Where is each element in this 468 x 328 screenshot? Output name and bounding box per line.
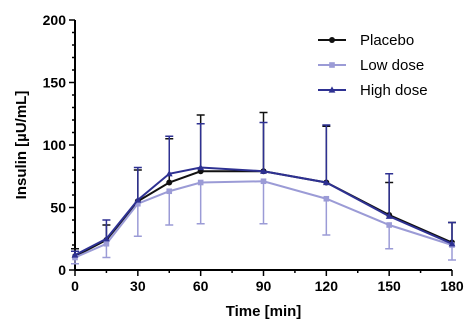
data-point	[103, 235, 110, 242]
legend-item: High dose	[318, 82, 428, 99]
x-tick-label: 90	[256, 278, 272, 294]
y-tick-label: 100	[43, 137, 67, 153]
data-point	[165, 170, 173, 177]
legend-marker	[329, 37, 335, 43]
y-tick-label: 0	[58, 262, 66, 278]
legend-item: Low dose	[318, 57, 424, 74]
y-tick-label: 150	[43, 75, 67, 91]
axes: 0 50 100 150 200 0 30 60 90 120 150 180	[43, 12, 464, 294]
data-point	[135, 200, 141, 207]
series-layer	[71, 111, 456, 265]
data-point	[448, 240, 456, 247]
x-tick-label: 120	[315, 278, 339, 294]
data-point	[197, 163, 205, 171]
data-point	[385, 212, 393, 219]
y-axis-title: Insulin [µU/mL]	[13, 91, 30, 200]
data-point	[386, 222, 392, 228]
x-tick-label: 180	[440, 278, 464, 294]
data-point	[71, 251, 79, 258]
data-point	[260, 178, 267, 185]
data-point	[166, 179, 173, 186]
legend-label: Low dose	[360, 57, 424, 74]
legend: Placebo Low dose High dose	[318, 32, 428, 99]
y-tick-label: 50	[50, 200, 66, 216]
legend-label: High dose	[360, 82, 428, 99]
x-tick-label: 150	[377, 278, 401, 294]
data-point	[197, 179, 204, 186]
legend-marker	[328, 86, 336, 93]
data-point	[103, 240, 110, 247]
y-tick-label: 200	[43, 12, 67, 28]
x-tick-label: 60	[193, 278, 209, 294]
legend-marker	[329, 62, 335, 68]
data-point	[260, 167, 267, 174]
legend-item: Placebo	[318, 32, 414, 49]
legend-label: Placebo	[360, 32, 414, 49]
series-high-dose	[71, 121, 456, 258]
data-point	[166, 188, 173, 195]
data-point	[323, 195, 330, 202]
data-point	[322, 178, 330, 186]
data-point	[134, 196, 142, 203]
series-low-dose	[71, 178, 456, 265]
x-axis-title: Time [min]	[226, 303, 302, 320]
x-tick-label: 30	[130, 278, 146, 294]
x-tick-label: 0	[71, 278, 79, 294]
